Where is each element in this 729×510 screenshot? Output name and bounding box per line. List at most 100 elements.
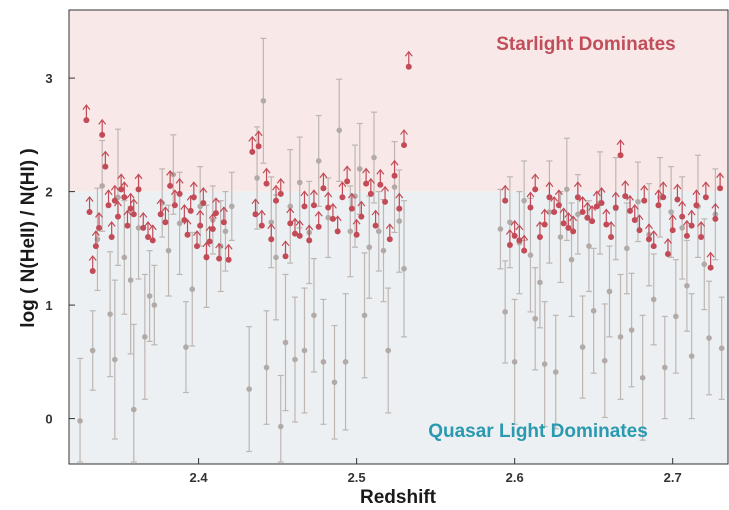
- limit-arrow-head: [697, 221, 706, 227]
- lower-limit-point: [569, 215, 578, 235]
- limit-arrow-head: [540, 208, 549, 215]
- lower-limit-marker: [396, 205, 403, 212]
- lower-limit-point: [645, 223, 653, 243]
- lower-limit-marker: [124, 222, 131, 229]
- measurement-marker: [396, 218, 403, 224]
- measurement-marker: [112, 356, 118, 363]
- x-tick-label: 2.7: [664, 470, 682, 485]
- measurement-marker: [586, 243, 592, 249]
- lower-limit-point: [501, 184, 510, 204]
- limit-arrow-head: [211, 197, 220, 204]
- lower-limit-point: [588, 205, 597, 225]
- limit-arrow-head: [219, 206, 228, 213]
- measurement-point: [347, 185, 354, 278]
- lower-limit-marker: [127, 205, 134, 212]
- lower-limit-marker: [320, 185, 327, 192]
- limit-arrow-head: [706, 251, 715, 258]
- measurement-marker: [617, 334, 624, 340]
- limit-arrow-head: [286, 207, 295, 214]
- limit-arrow-head: [305, 224, 314, 231]
- limit-arrow-head: [573, 181, 582, 188]
- measurement-marker: [532, 315, 538, 322]
- measurement-marker: [391, 184, 398, 190]
- lower-limit-point: [701, 181, 710, 201]
- lower-limit-point: [104, 189, 113, 209]
- measurement-marker: [142, 334, 148, 340]
- lower-limit-point: [554, 189, 563, 209]
- lower-limit-marker: [570, 228, 577, 235]
- measurement-point: [650, 253, 657, 346]
- limit-arrow-head: [199, 186, 208, 193]
- limit-arrow-head: [309, 189, 318, 196]
- lower-limit-point: [281, 240, 290, 260]
- limit-arrow-head: [395, 192, 404, 199]
- lower-limit-point: [175, 177, 184, 197]
- lower-limit-marker: [382, 198, 389, 205]
- lower-limit-marker: [584, 214, 591, 221]
- measurement-marker: [661, 364, 668, 371]
- measurement-point: [310, 257, 317, 373]
- lower-limit-marker: [717, 185, 724, 192]
- lower-limit-point: [668, 214, 677, 234]
- measurement-point: [391, 141, 398, 234]
- lower-limit-point: [129, 198, 138, 218]
- measurement-marker: [89, 347, 96, 354]
- lower-limit-marker: [209, 226, 216, 233]
- lower-limit-point: [120, 181, 129, 201]
- measurement-point: [628, 272, 635, 388]
- measurement-point: [552, 314, 559, 430]
- measurement-marker: [176, 220, 183, 227]
- limit-arrow-head: [621, 180, 630, 187]
- lower-limit-point: [376, 168, 385, 188]
- measurement-point: [189, 231, 196, 347]
- lower-limit-point: [114, 200, 122, 220]
- lower-limit-point: [654, 189, 663, 209]
- measurement-marker: [527, 252, 534, 258]
- measurement-marker: [107, 311, 113, 317]
- measurement-point: [623, 202, 630, 295]
- lower-limit-point: [126, 192, 135, 212]
- measurement-point: [263, 310, 270, 425]
- limit-arrow-head: [371, 209, 380, 216]
- lower-limit-marker: [511, 232, 518, 239]
- limit-arrow-head: [520, 234, 529, 241]
- lower-limit-marker: [102, 163, 109, 170]
- measurement-point: [260, 37, 267, 164]
- lower-limit-point: [324, 191, 333, 211]
- measurement-marker: [502, 309, 508, 315]
- lower-limit-marker: [660, 194, 667, 201]
- background-regions: [69, 10, 728, 464]
- y-axis-title: log ( N(HeII) / N(HI) ): [18, 148, 39, 327]
- axis-ticks: 2.4 2.5 2.6 2.7 0 1 2 3: [45, 71, 681, 485]
- limit-arrow-head: [611, 191, 620, 198]
- limit-arrow-head: [291, 217, 299, 224]
- limit-arrow-head: [107, 221, 116, 227]
- lower-limit-marker: [527, 204, 534, 211]
- limit-arrow-head: [678, 200, 687, 207]
- lower-limit-marker: [216, 255, 223, 262]
- lower-limit-point: [215, 242, 224, 262]
- lower-limit-point: [390, 159, 399, 179]
- lower-limit-marker: [277, 190, 284, 197]
- measurement-marker: [537, 279, 543, 286]
- limit-arrow-head: [333, 215, 342, 222]
- measurement-point: [371, 111, 378, 204]
- limit-arrow-head: [362, 167, 371, 174]
- lower-limit-point: [385, 223, 394, 243]
- measurement-point: [268, 176, 275, 269]
- limit-arrow-head: [663, 238, 672, 244]
- y-tick-label: 0: [45, 412, 52, 427]
- measurement-marker: [679, 225, 685, 231]
- limit-arrow-head: [583, 201, 592, 208]
- limit-arrow-head: [88, 255, 97, 261]
- limit-arrow-head: [597, 186, 606, 193]
- limit-arrow-head: [649, 230, 658, 236]
- measurement-marker: [222, 228, 229, 235]
- limit-arrow-head: [180, 203, 189, 210]
- limit-arrow-head: [640, 184, 649, 191]
- limit-arrow-head: [248, 135, 257, 142]
- measurement-marker: [575, 211, 581, 218]
- limit-arrow-head: [515, 224, 524, 231]
- lower-limit-marker: [206, 238, 213, 245]
- x-axis-title: Redshift: [360, 487, 437, 508]
